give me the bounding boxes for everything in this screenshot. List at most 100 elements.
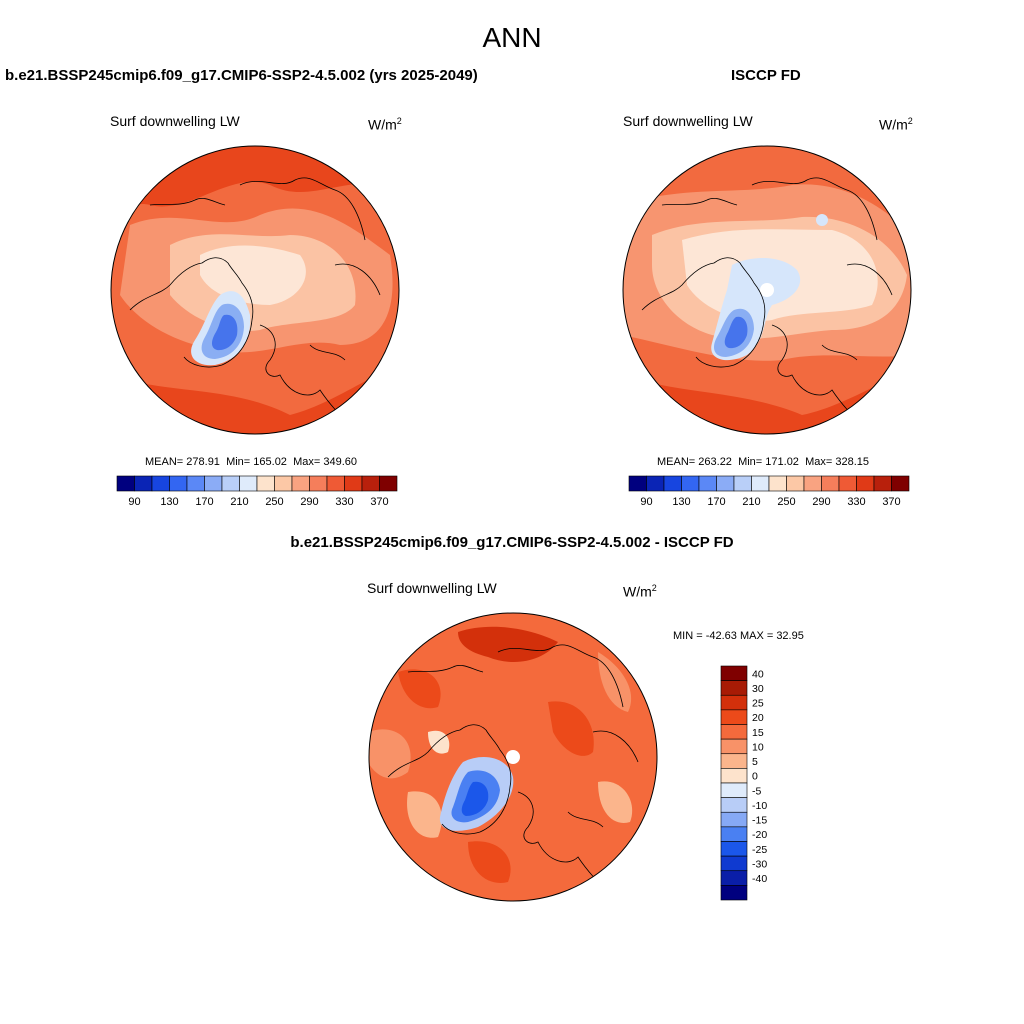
obs-stats: MEAN= 263.22 Min= 171.02 Max= 328.15: [657, 456, 869, 468]
model-colorbar-swatch: [239, 475, 258, 492]
map-boundary: [622, 145, 912, 435]
coastline: [771, 324, 863, 426]
obs-units: W/m2: [879, 116, 913, 133]
coastline: [661, 197, 738, 206]
difference-colorbar-swatch: [720, 797, 748, 813]
obs-colorbar-tick-label: 370: [882, 496, 900, 508]
difference-colorbar-tick-label: 20: [752, 712, 764, 724]
obs-colorbar-swatch: [628, 475, 647, 492]
model-colorbar-swatch: [151, 475, 170, 492]
obs-polar-map: [622, 145, 912, 435]
coastline: [387, 724, 512, 835]
difference-colorbar-swatch: [720, 680, 748, 696]
model-colorbar-swatch: [134, 475, 153, 492]
obs-colorbar-tick-label: 130: [672, 496, 690, 508]
figure-title: ANN: [482, 22, 542, 53]
difference-colorbar-swatch: [720, 753, 748, 769]
coastline: [334, 263, 381, 296]
obs-colorbar-swatch: [751, 475, 770, 492]
difference-polar-map: [368, 612, 658, 902]
map-fill-orange: [407, 791, 442, 838]
model-colorbar-swatch: [186, 475, 205, 492]
coastline: [497, 644, 624, 708]
obs-colorbar-tick-label: 250: [777, 496, 795, 508]
difference-colorbar-tick-label: 5: [752, 756, 758, 768]
model-colorbar-swatch: [274, 475, 293, 492]
obs-colorbar-swatch: [891, 475, 910, 492]
difference-colorbar-tick-label: 25: [752, 698, 764, 710]
obs-panel-title: ISCCP FD: [731, 67, 801, 84]
coastline: [592, 730, 639, 763]
model-colorbar-tick-label: 250: [265, 496, 283, 508]
obs-colorbar-swatch: [733, 475, 752, 492]
map-missing-pole: [760, 283, 774, 297]
difference-panel-title: b.e21.BSSP245cmip6.f09_g17.CMIP6-SSP2-4.…: [290, 534, 734, 551]
difference-colorbar-tick-label: -30: [752, 858, 767, 870]
model-units: W/m2: [368, 116, 402, 133]
obs-colorbar-swatch: [681, 475, 700, 492]
model-polar-map: [110, 145, 400, 435]
model-panel-title: b.e21.BSSP245cmip6.f09_g17.CMIP6-SSP2-4.…: [5, 67, 478, 84]
map-boundary: [110, 145, 400, 435]
model-colorbar: 90 130 170 210 250 290 330 370: [116, 475, 398, 508]
obs-colorbar-swatch: [838, 475, 857, 492]
model-colorbar-tick-label: 370: [370, 496, 388, 508]
map-fill-blue: [461, 781, 489, 816]
map-fill-dark-red: [548, 701, 594, 756]
difference-colorbar-swatch: [720, 709, 748, 725]
coastline: [567, 811, 604, 828]
obs-colorbar-tick-label: 330: [847, 496, 865, 508]
obs-variable-label: Surf downwelling LW: [623, 113, 753, 129]
map-fill-blue: [724, 316, 748, 349]
difference-colorbar-swatch: [720, 855, 748, 872]
coastline: [149, 197, 226, 206]
difference-colorbar-tick-label: -25: [752, 844, 767, 856]
map-fill-dark-red: [468, 841, 511, 883]
map-fill-orange: [369, 729, 411, 779]
difference-colorbar-swatch: [720, 826, 748, 842]
obs-colorbar-swatch: [698, 475, 717, 492]
obs-colorbar-tick-label: 90: [640, 496, 652, 508]
difference-colorbar-tick-label: -5: [752, 785, 761, 797]
model-stats: MEAN= 278.91 Min= 165.02 Max= 349.60: [145, 456, 357, 468]
difference-colorbar-tick-label: -10: [752, 800, 767, 812]
obs-colorbar-swatch: [856, 475, 875, 492]
coastline: [641, 257, 766, 368]
model-colorbar-tick-label: 130: [160, 496, 178, 508]
coastline: [239, 177, 366, 241]
difference-colorbar-tick-label: 30: [752, 683, 764, 695]
coastline: [129, 257, 254, 368]
model-colorbar-tick-label: 210: [230, 496, 248, 508]
coastline: [309, 344, 346, 361]
obs-colorbar-tick-label: 170: [707, 496, 725, 508]
map-fill-blue: [212, 314, 238, 351]
difference-colorbar-swatch: [720, 841, 748, 857]
model-colorbar-tick-label: 330: [335, 496, 353, 508]
difference-colorbar-tick-label: 15: [752, 727, 764, 739]
coastline: [846, 263, 893, 296]
difference-colorbar-swatch: [720, 811, 748, 828]
obs-colorbar-swatch: [646, 475, 665, 492]
obs-colorbar-swatch: [768, 475, 787, 492]
difference-colorbar-tick-label: 40: [752, 668, 764, 680]
map-fill-light-blue-patch: [816, 214, 828, 226]
model-colorbar-tick-label: 290: [300, 496, 318, 508]
model-colorbar-swatch: [291, 475, 310, 492]
coastline: [259, 324, 351, 426]
obs-colorbar: 90 130 170 210 250 290 330 370: [628, 475, 910, 508]
model-colorbar-tick-label: 170: [195, 496, 213, 508]
difference-colorbar-tick-label: 10: [752, 741, 764, 753]
coastline: [407, 664, 484, 673]
coastline: [751, 177, 878, 241]
obs-colorbar-swatch: [821, 475, 840, 492]
obs-colorbar-swatch: [786, 475, 805, 492]
model-colorbar-swatch: [221, 475, 240, 492]
difference-colorbar-tick-label: -15: [752, 815, 767, 827]
difference-colorbar-swatch: [720, 665, 748, 681]
model-colorbar-swatch: [116, 475, 135, 492]
difference-colorbar-swatch: [720, 782, 748, 798]
obs-colorbar-swatch: [663, 475, 682, 492]
obs-colorbar-swatch: [873, 475, 892, 492]
model-colorbar-swatch: [309, 475, 328, 492]
model-colorbar-swatch: [256, 475, 275, 492]
